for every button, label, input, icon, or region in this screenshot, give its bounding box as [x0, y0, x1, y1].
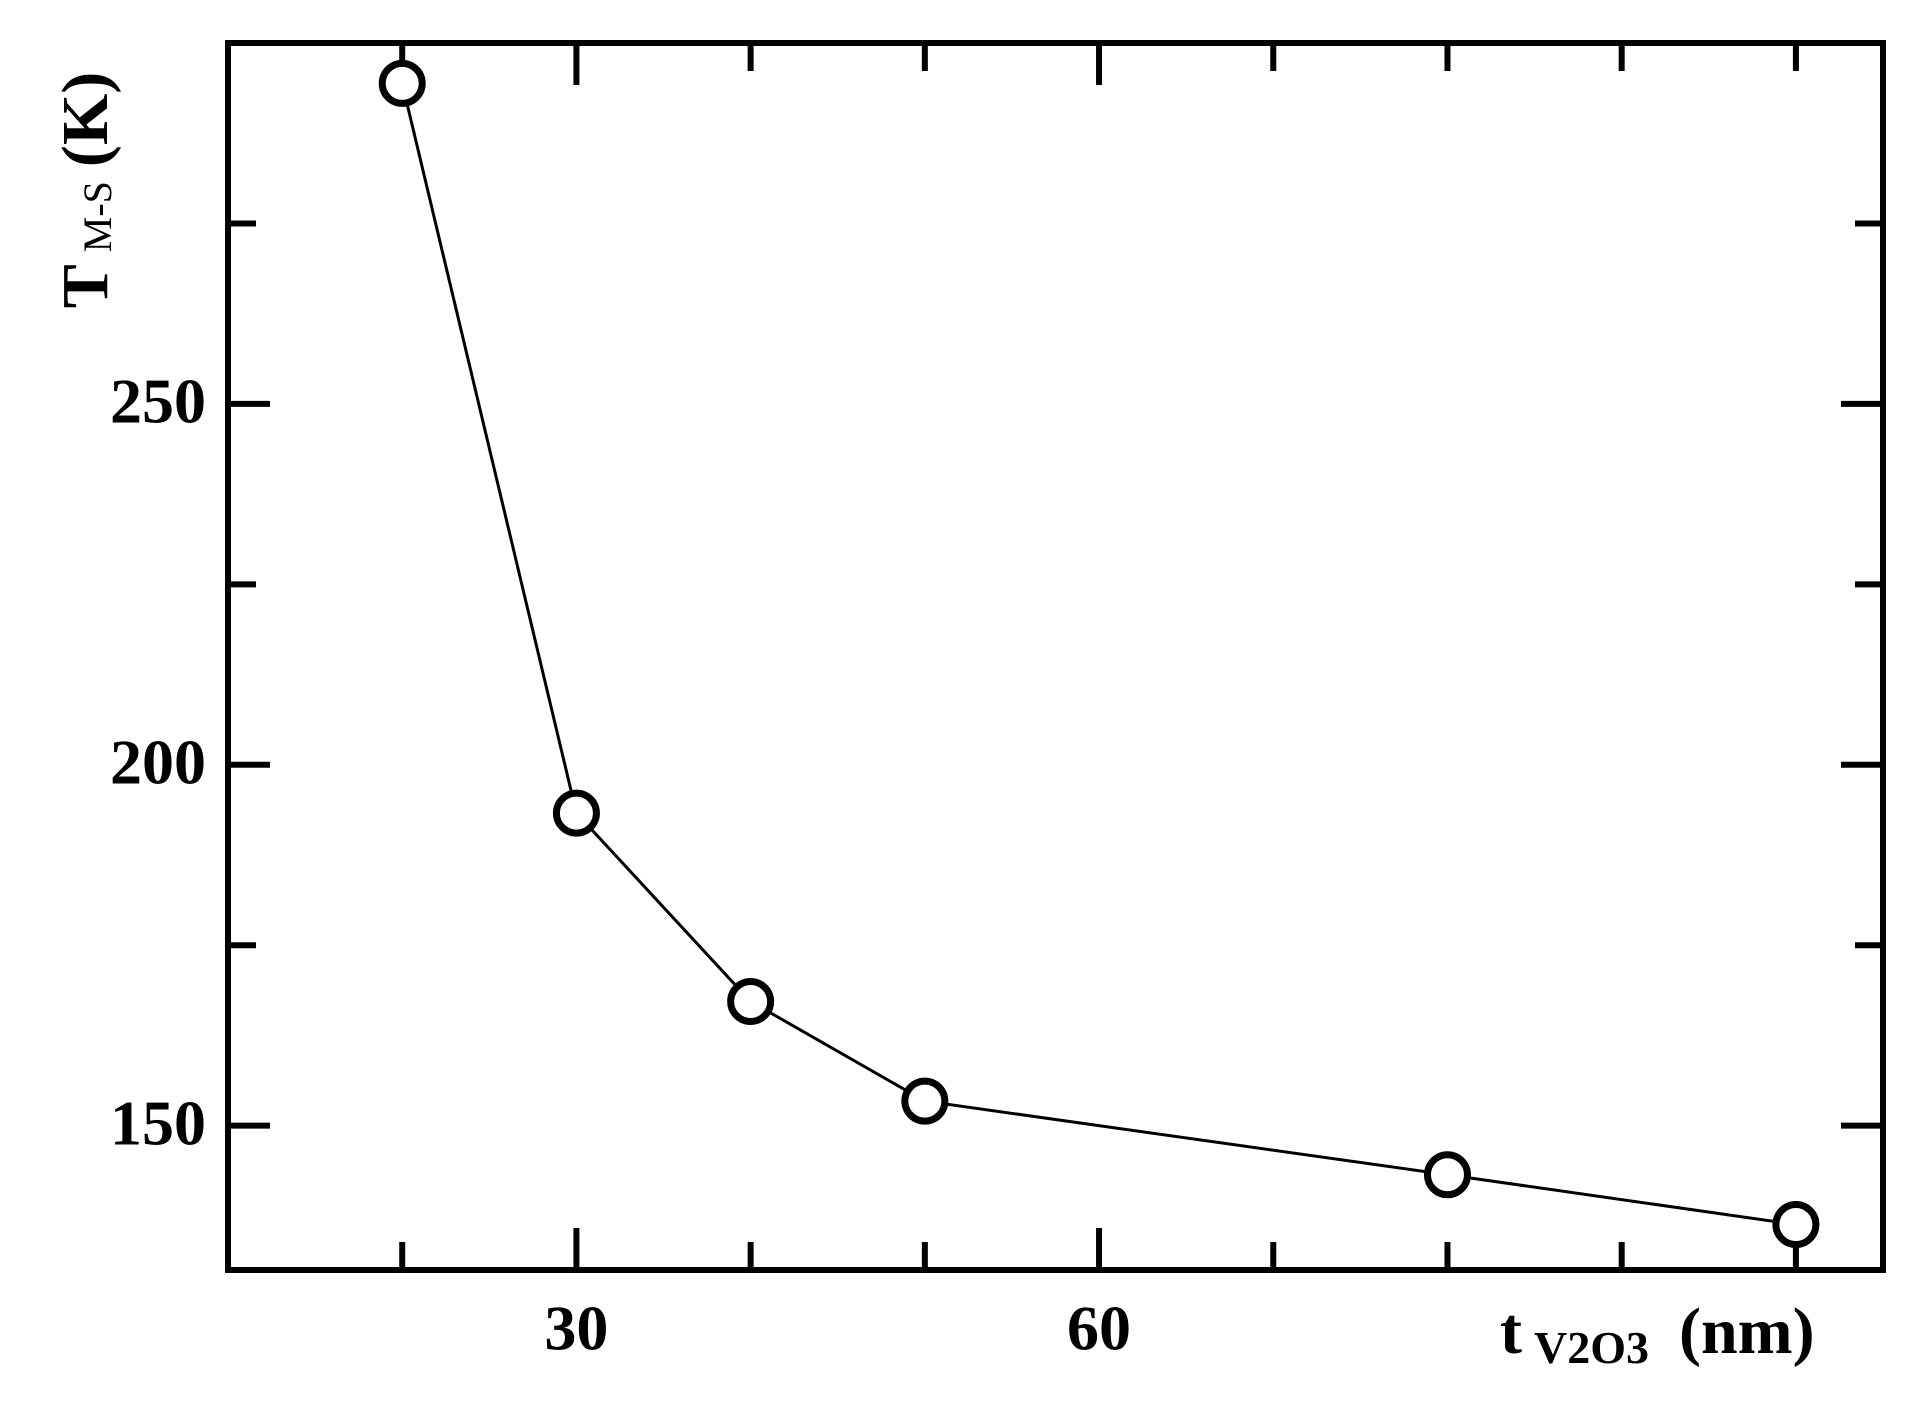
- y-label-main: T: [49, 264, 122, 308]
- y-label-unit: (K): [49, 72, 122, 167]
- x-label-unit: (nm): [1679, 1295, 1815, 1368]
- marker: [727, 978, 775, 1026]
- y-axis-label: T M-S (K): [49, 72, 122, 308]
- y-tick-label: 250: [110, 366, 206, 437]
- y-tick-label: 200: [110, 726, 206, 797]
- x-label-sub: V2O3: [1534, 1322, 1649, 1373]
- x-tick-label: 60: [1067, 1293, 1131, 1364]
- marker: [1423, 1151, 1471, 1199]
- plot-frame: [225, 40, 1886, 1273]
- y-tick-label: 150: [110, 1087, 206, 1158]
- marker: [378, 59, 426, 107]
- marker: [1772, 1201, 1820, 1249]
- marker: [552, 789, 600, 837]
- series-line: [400, 83, 1797, 1227]
- y-label-sub: M-S: [75, 181, 120, 252]
- x-label-main: t: [1500, 1295, 1522, 1368]
- marker: [901, 1077, 949, 1125]
- x-axis-label: t V2O3 (nm): [1500, 1295, 1815, 1372]
- x-tick-label: 30: [544, 1293, 608, 1364]
